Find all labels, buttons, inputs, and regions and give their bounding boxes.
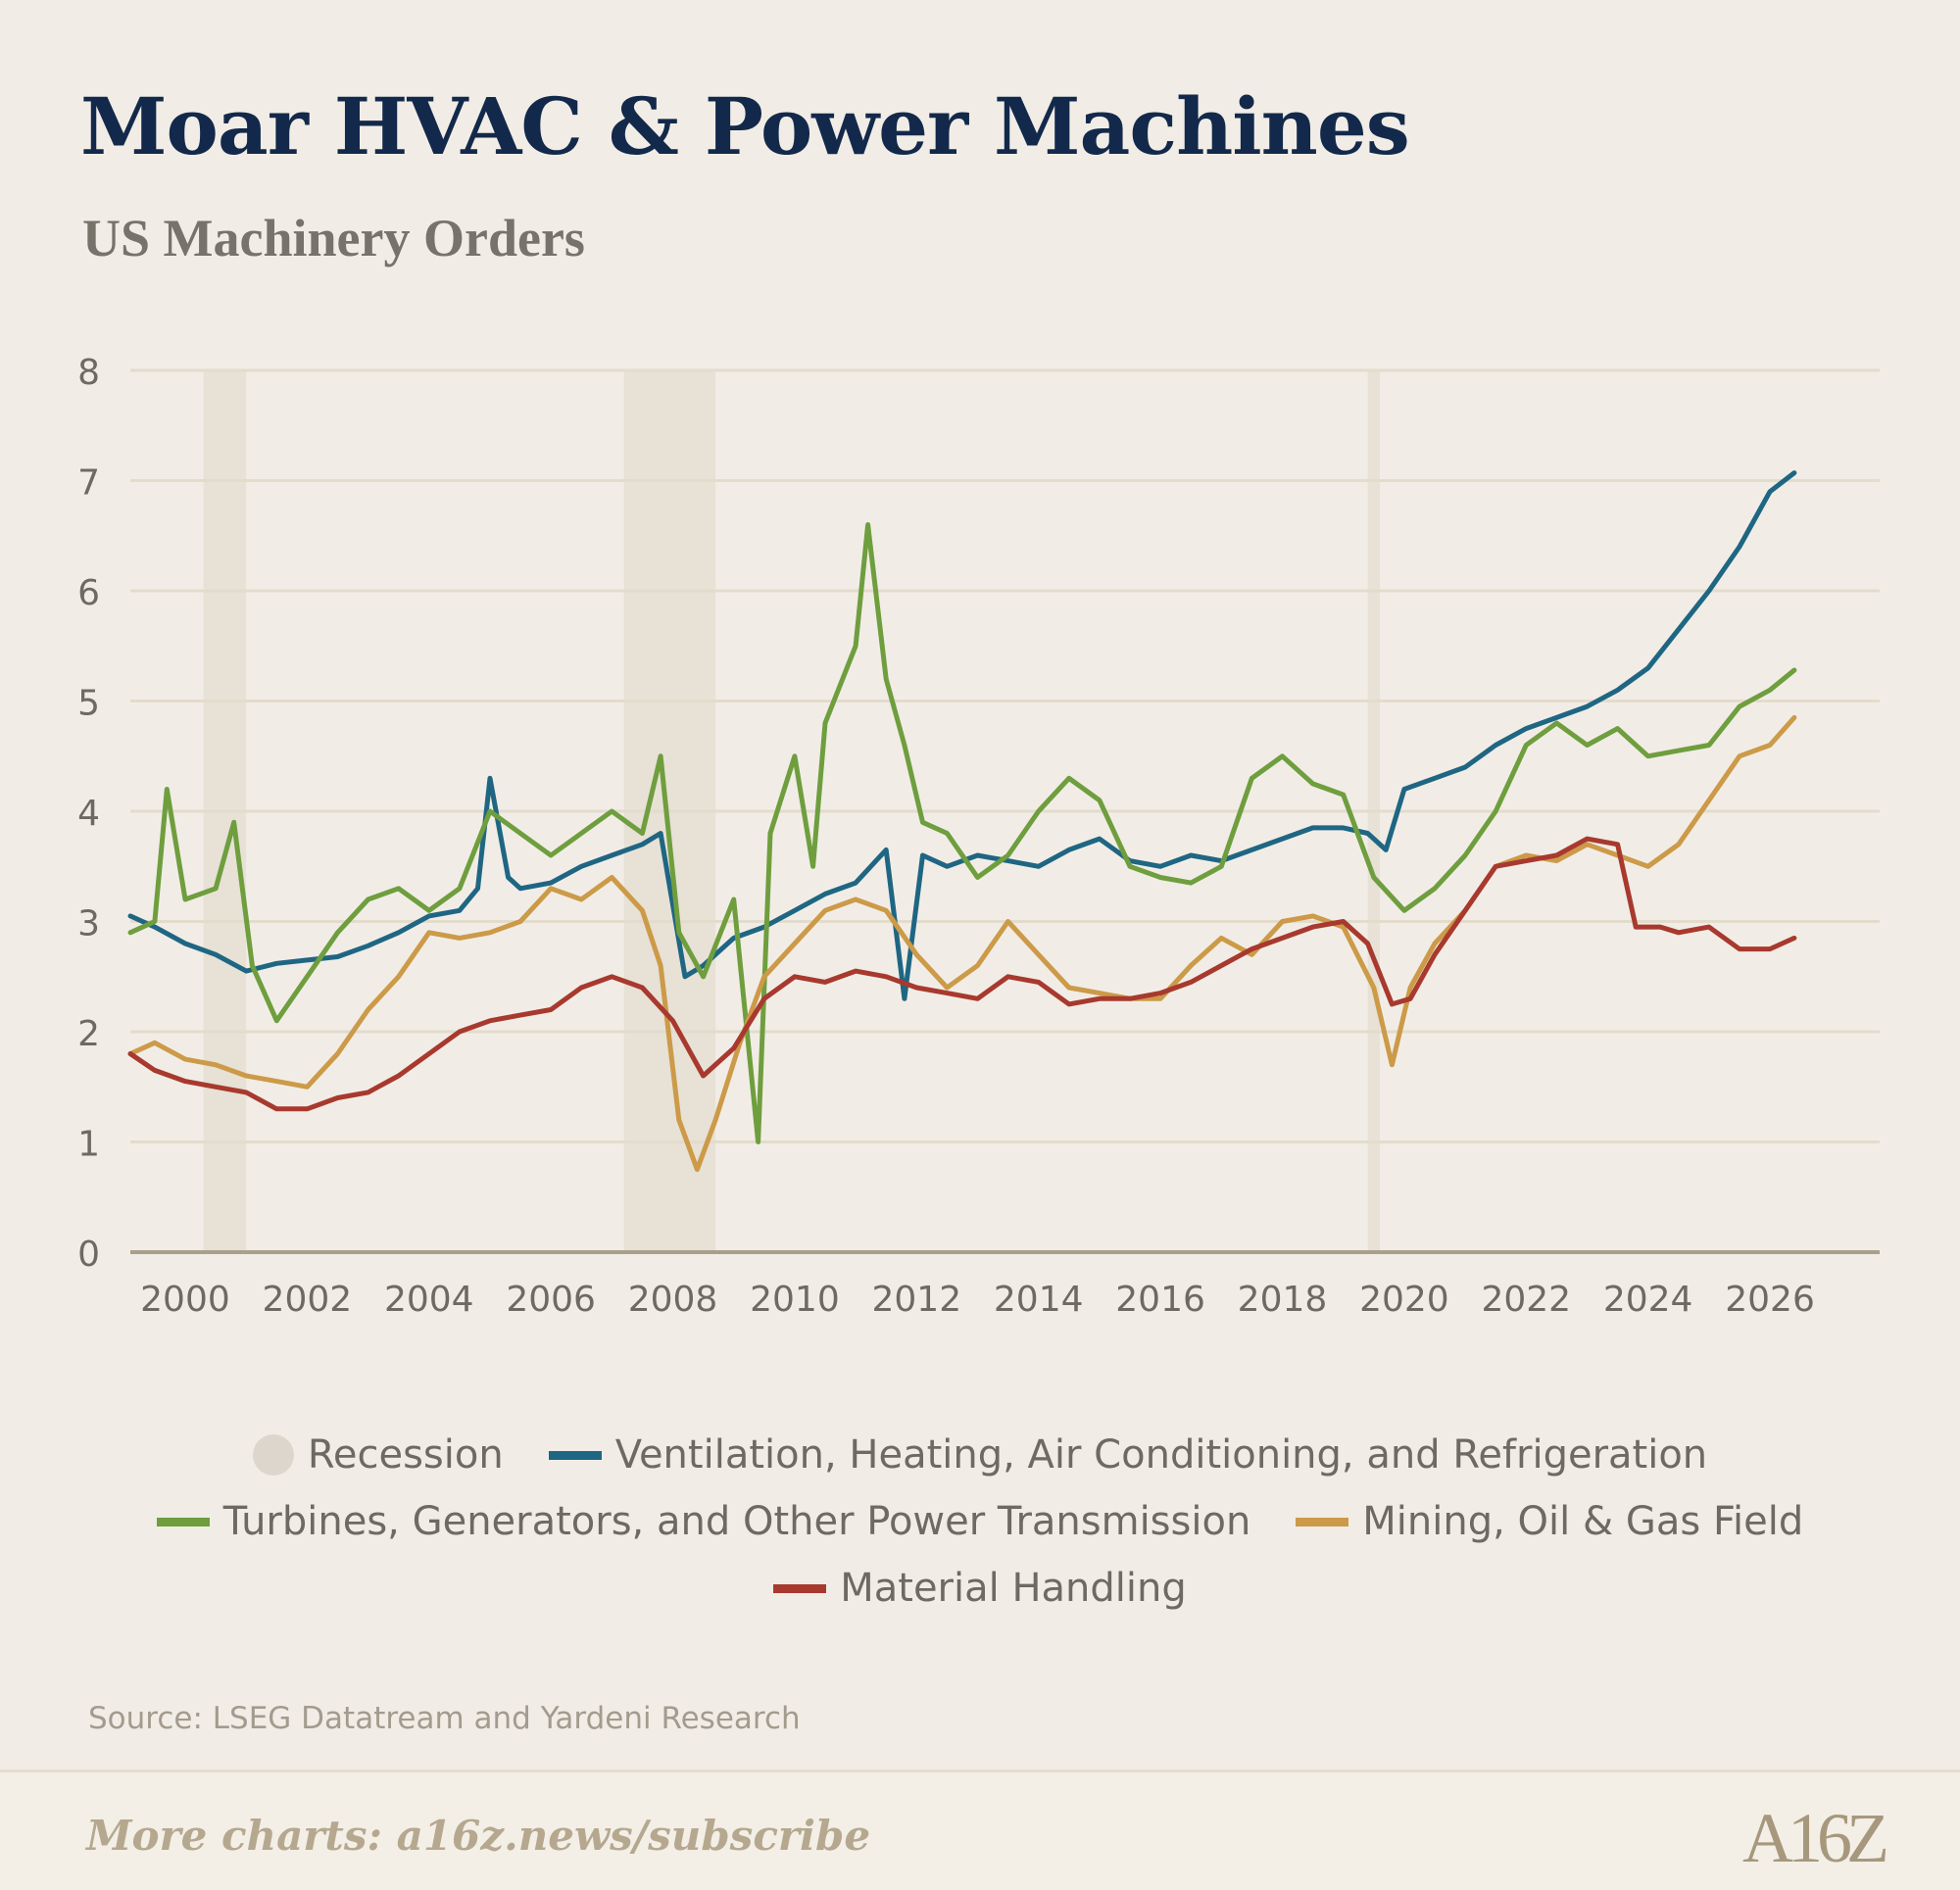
x-tick-label: 2024 bbox=[1603, 1280, 1693, 1320]
legend-label-recession: Recession bbox=[307, 1432, 504, 1478]
legend-label-hvac: Ventilation, Heating, Air Conditioning, … bbox=[614, 1432, 1708, 1478]
legend-item-recession: Recession bbox=[252, 1432, 504, 1478]
x-tick-label: 2018 bbox=[1238, 1280, 1328, 1320]
x-tick-label: 2016 bbox=[1115, 1280, 1205, 1320]
hvac-swatch-icon bbox=[548, 1450, 602, 1460]
x-tick-label: 2022 bbox=[1481, 1280, 1571, 1320]
x-tick-label: 2020 bbox=[1359, 1280, 1449, 1320]
chart-title: Moar HVAC & Power Machines bbox=[80, 80, 1410, 172]
legend-label-turbines: Turbines, Generators, and Other Power Tr… bbox=[222, 1499, 1251, 1544]
legend-item-hvac: Ventilation, Heating, Air Conditioning, … bbox=[548, 1432, 1708, 1478]
legend-label-material: Material Handling bbox=[840, 1566, 1187, 1611]
turbines-swatch-icon bbox=[156, 1517, 210, 1527]
x-tick-label: 2008 bbox=[628, 1280, 718, 1320]
footer-bar: More charts: a16z.news/subscribe A16Z bbox=[0, 1769, 1960, 1890]
x-tick-label: 2014 bbox=[994, 1280, 1084, 1320]
legend-item-material: Material Handling bbox=[773, 1566, 1187, 1611]
y-tick-label: 8 bbox=[77, 353, 100, 393]
series-line-2 bbox=[127, 714, 1797, 1173]
x-tick-label: 2002 bbox=[263, 1280, 353, 1320]
series-line-0 bbox=[127, 470, 1797, 1001]
x-tick-label: 2000 bbox=[140, 1280, 230, 1320]
series-lines bbox=[127, 470, 1797, 1173]
y-tick-label: 2 bbox=[77, 1014, 100, 1054]
legend: Recession Ventilation, Heating, Air Cond… bbox=[0, 1432, 1960, 1611]
subscribe-link[interactable]: More charts: a16z.news/subscribe bbox=[86, 1812, 871, 1860]
y-tick-label: 7 bbox=[77, 463, 100, 504]
series-line-1 bbox=[127, 522, 1797, 1144]
x-tick-label: 2004 bbox=[384, 1280, 474, 1320]
y-tick-label: 6 bbox=[77, 573, 100, 613]
x-axis-ticks: 2000 2002 2004 2006 2008 2010 2012 2014 2016 2018… bbox=[140, 1280, 1815, 1320]
legend-row: Recession Ventilation, Heating, Air Cond… bbox=[252, 1432, 1708, 1478]
y-tick-label: 1 bbox=[77, 1125, 100, 1165]
legend-item-turbines: Turbines, Generators, and Other Power Tr… bbox=[156, 1499, 1251, 1544]
gridlines bbox=[130, 368, 1880, 1143]
recession-swatch-icon bbox=[252, 1434, 294, 1476]
source-note: Source: LSEG Datatream and Yardeni Resea… bbox=[88, 1701, 801, 1736]
legend-label-mining: Mining, Oil & Gas Field bbox=[1362, 1499, 1804, 1544]
y-tick-label: 0 bbox=[77, 1235, 100, 1275]
legend-row: Turbines, Generators, and Other Power Tr… bbox=[156, 1499, 1803, 1544]
y-tick-label: 3 bbox=[77, 904, 100, 945]
x-tick-label: 2006 bbox=[506, 1280, 596, 1320]
x-tick-label: 2012 bbox=[872, 1280, 962, 1320]
y-axis-ticks: 0 1 2 3 4 5 6 7 8 bbox=[77, 353, 100, 1275]
legend-item-mining: Mining, Oil & Gas Field bbox=[1296, 1499, 1803, 1544]
x-tick-label: 2010 bbox=[750, 1280, 840, 1320]
y-tick-label: 4 bbox=[77, 794, 100, 834]
legend-row: Material Handling bbox=[773, 1566, 1187, 1611]
x-tick-label: 2026 bbox=[1725, 1280, 1815, 1320]
material-swatch-icon bbox=[773, 1583, 827, 1593]
chart-subtitle: US Machinery Orders bbox=[82, 209, 585, 267]
a16z-logo: A16Z bbox=[1742, 1799, 1889, 1877]
mining-swatch-icon bbox=[1296, 1517, 1349, 1527]
y-tick-label: 5 bbox=[77, 684, 100, 724]
series-line-3 bbox=[127, 836, 1797, 1112]
